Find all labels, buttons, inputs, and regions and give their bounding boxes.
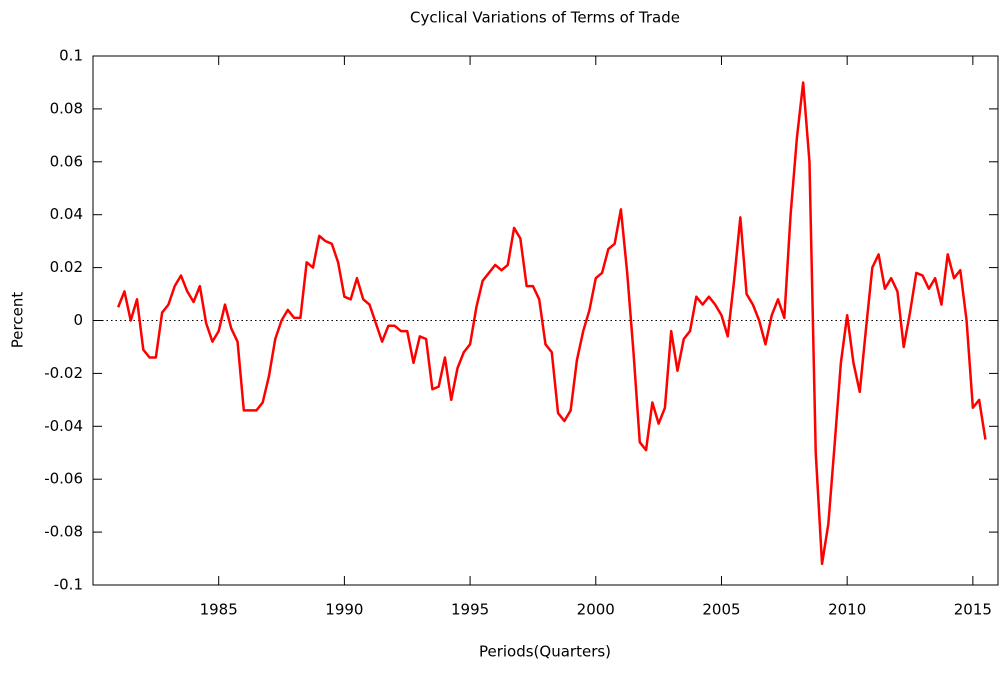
y-axis-label: Percent bbox=[9, 292, 27, 349]
x-tick-label: 2005 bbox=[702, 601, 740, 619]
y-tick-label: 0.04 bbox=[50, 205, 83, 223]
series-line bbox=[116, 81, 987, 566]
x-tick-label: 1995 bbox=[451, 601, 489, 619]
y-tick-label: -0.08 bbox=[44, 523, 83, 541]
x-tick-label: 2010 bbox=[828, 601, 866, 619]
x-tick-label: 1985 bbox=[200, 601, 238, 619]
y-tick-label: -0.02 bbox=[44, 364, 83, 382]
plot-frame bbox=[92, 55, 999, 586]
x-tick-label: 2000 bbox=[577, 601, 615, 619]
x-tick-label: 2015 bbox=[954, 601, 992, 619]
y-tick-label: 0.02 bbox=[50, 258, 83, 276]
y-tick-label: 0 bbox=[73, 311, 83, 329]
y-tick-label: 0.06 bbox=[50, 152, 83, 170]
y-tick-label: 0.1 bbox=[59, 47, 83, 65]
chart-title: Cyclical Variations of Terms of Trade bbox=[410, 9, 680, 27]
y-tick-label: -0.06 bbox=[44, 470, 83, 488]
y-tick-label: 0.08 bbox=[50, 99, 83, 117]
y-tick-label: -0.04 bbox=[44, 417, 83, 435]
x-axis-label: Periods(Quarters) bbox=[479, 643, 611, 661]
y-tick-label: -0.1 bbox=[54, 576, 83, 594]
x-tick-label: 1990 bbox=[325, 601, 363, 619]
